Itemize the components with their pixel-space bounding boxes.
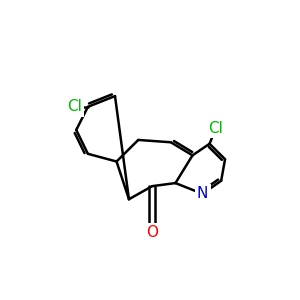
Text: N: N: [197, 186, 208, 201]
Text: Cl: Cl: [67, 99, 82, 114]
Text: Cl: Cl: [208, 121, 223, 136]
Text: O: O: [146, 225, 158, 240]
